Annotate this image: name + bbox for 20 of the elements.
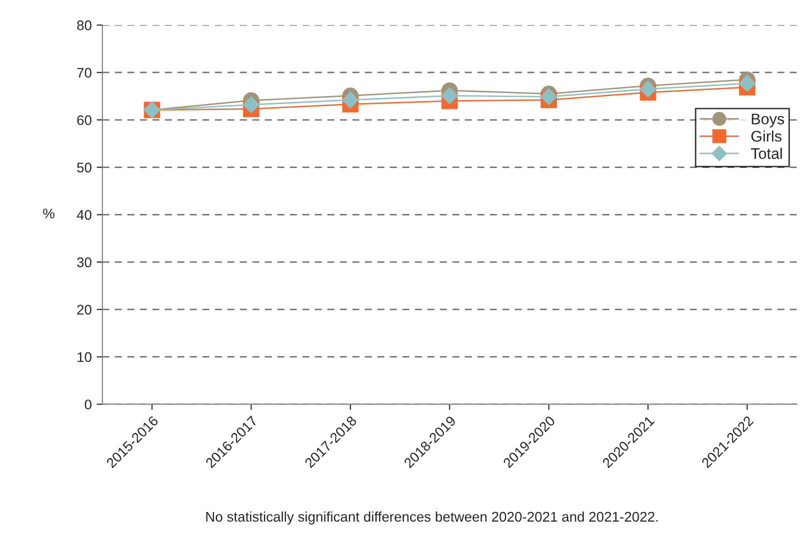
- y-tick-label: 20: [77, 304, 92, 315]
- y-tick-label: 60: [77, 115, 92, 126]
- text: No statistically significant differences between 2020-2021 and 2021-2022.: [206, 512, 658, 524]
- point: [640, 80, 656, 98]
- y-tick-label: 0: [84, 400, 92, 410]
- y-tick-label: 80: [77, 20, 92, 30]
- y-tick-label: 70: [77, 68, 92, 78]
- point: [342, 92, 359, 108]
- legend-label: Boys: [752, 114, 784, 128]
- point: [441, 87, 458, 104]
- y-tick-label: 50: [77, 162, 92, 172]
- y-tick-label: 40: [76, 210, 92, 220]
- point: [242, 96, 260, 114]
- y-tick-label: 30: [77, 257, 92, 268]
- point: [738, 75, 756, 92]
- legend-label: Girls: [751, 130, 782, 142]
- legend-label: Total: [750, 148, 782, 159]
- point: [540, 88, 558, 106]
- y-tick-label: 10: [78, 352, 92, 362]
- y-axis-title: %: [43, 208, 54, 218]
